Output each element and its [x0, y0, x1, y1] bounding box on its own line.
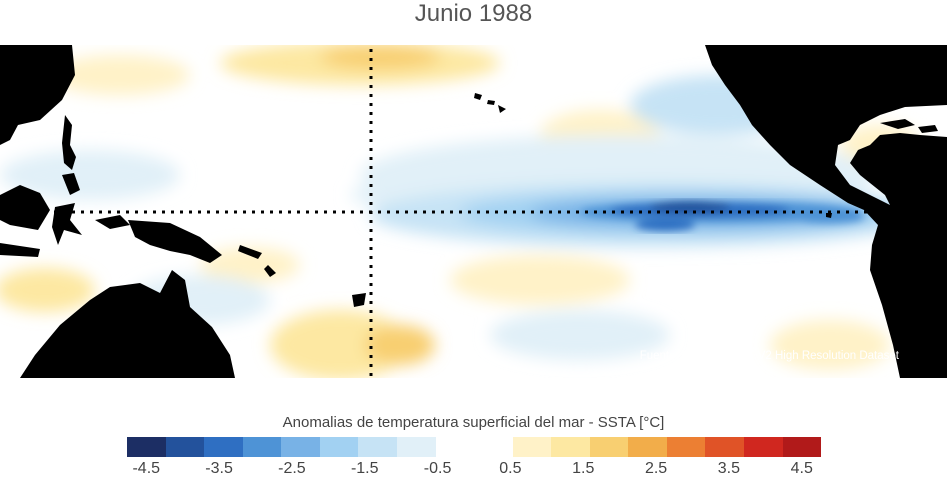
colorbar-swatch: [396, 437, 436, 457]
sulawesi: [52, 203, 82, 245]
colorbar-swatch: [242, 437, 282, 457]
colorbar-swatch: [551, 437, 590, 457]
colorbar-swatch: [165, 437, 205, 457]
anomaly-field: [0, 45, 947, 378]
philippines: [62, 115, 76, 170]
map-title: Junio 1988: [414, 0, 533, 27]
colorbar-swatch: [281, 437, 320, 457]
land-masses: [0, 45, 947, 378]
colorbar-swatch: [744, 437, 783, 457]
colorbar-swatch: [782, 437, 822, 457]
americas: [705, 45, 947, 378]
colorbar-tick-label: 2.5: [644, 460, 668, 477]
colorbar-tick-label: 0.5: [499, 460, 522, 477]
colorbar-swatch: [628, 437, 667, 457]
borneo: [0, 185, 50, 230]
colorbar-swatch: [127, 437, 166, 457]
colorbar-swatch: [705, 437, 744, 457]
colorbar-swatch: [512, 437, 552, 457]
colorbar-tick-label: 4.5: [790, 460, 813, 477]
colorbar-ticks: -4.5 -3.5 -2.5 -1.5 -0.5 0.5 1.5 2.5 3.5 4.5: [0, 460, 947, 480]
australia: [20, 270, 235, 378]
colorbar-tick-label: -1.5: [350, 460, 379, 477]
source-credit: Fuente: NOAA OI SST V2 High Resolution D…: [639, 350, 899, 362]
colorbar-label: Anomalias de temperatura superficial del…: [282, 414, 665, 431]
sst-anomaly-map: [0, 45, 947, 378]
colorbar: [127, 437, 822, 457]
colorbar-tick-label: -3.5: [205, 460, 233, 477]
colorbar-tick-label: 1.5: [572, 460, 595, 477]
colorbar-tick-label: -2.5: [278, 460, 306, 477]
colorbar-swatch: [358, 437, 397, 457]
colorbar-swatch: [319, 437, 359, 457]
colorbar-tick-label: -0.5: [423, 460, 452, 477]
colorbar-tick-label: -4.5: [132, 460, 161, 477]
asia-mainland: [0, 45, 75, 145]
colorbar-swatch: [435, 437, 475, 457]
colorbar-swatch: [666, 437, 706, 457]
colorbar-swatch: [204, 437, 243, 457]
colorbar-tick-label: 3.5: [717, 460, 741, 477]
new-guinea: [128, 220, 222, 263]
colorbar-swatch: [474, 437, 513, 457]
colorbar-swatch: [589, 437, 629, 457]
